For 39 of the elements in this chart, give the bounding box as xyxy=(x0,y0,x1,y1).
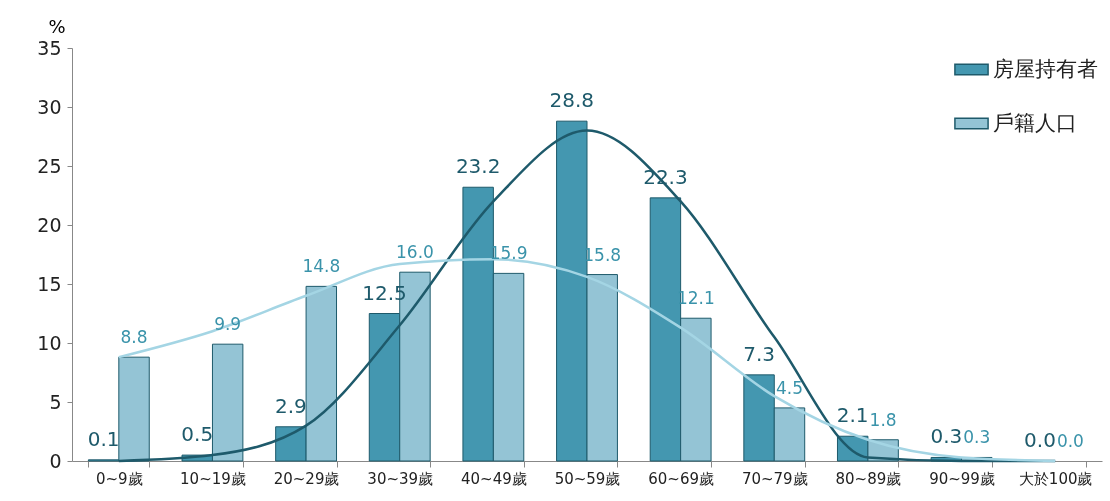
legend-label: 房屋持有者 xyxy=(993,56,1098,81)
x-tick-label: 大於100歲 xyxy=(1018,469,1093,488)
x-tick-label: 60~69歲 xyxy=(648,469,715,488)
legend-label: 戶籍人口 xyxy=(993,110,1077,135)
y-tick-label: 35 xyxy=(37,36,62,59)
x-tick-label: 40~49歲 xyxy=(460,469,527,488)
data-label: 0.3 xyxy=(930,424,963,449)
x-tick-label: 0~9歲 xyxy=(95,469,143,488)
data-label: 7.3 xyxy=(743,341,775,366)
y-tick-label: 20 xyxy=(37,213,62,236)
data-label: 9.9 xyxy=(214,314,242,335)
data-label: 2.1 xyxy=(836,403,869,428)
data-label: 2.9 xyxy=(274,393,307,418)
y-tick-label: 0 xyxy=(49,449,62,472)
data-label: 14.8 xyxy=(302,256,341,277)
data-label: 0.0 xyxy=(1056,431,1084,451)
y-tick-label: 15 xyxy=(37,272,62,295)
data-label: 16.0 xyxy=(396,242,434,263)
x-tick-label: 20~29歲 xyxy=(273,469,340,488)
y-tick-label: 25 xyxy=(37,154,62,177)
y-tick-label: 5 xyxy=(49,390,62,413)
data-label: 0.5 xyxy=(181,422,214,447)
x-tick-label: 80~89歲 xyxy=(835,469,902,488)
data-label: 0.0 xyxy=(1024,428,1056,452)
x-tick-label: 10~19歲 xyxy=(180,469,246,488)
data-label: 0.1 xyxy=(87,426,120,451)
data-label: 8.8 xyxy=(120,327,148,348)
y-axis-title: % xyxy=(48,15,66,37)
x-tick-label: 30~39歲 xyxy=(367,469,434,488)
data-label: 23.2 xyxy=(455,154,501,179)
x-tick-label: 70~79歲 xyxy=(741,469,808,488)
x-tick-label: 90~99歲 xyxy=(929,469,995,488)
data-label: 4.5 xyxy=(775,377,804,398)
data-label: 1.8 xyxy=(869,409,897,430)
data-label: 28.8 xyxy=(549,88,595,113)
y-tick-label: 30 xyxy=(37,95,62,118)
data-label: 0.3 xyxy=(963,427,991,448)
y-tick-label: 10 xyxy=(37,331,62,354)
x-tick-label: 50~59歲 xyxy=(554,469,621,488)
